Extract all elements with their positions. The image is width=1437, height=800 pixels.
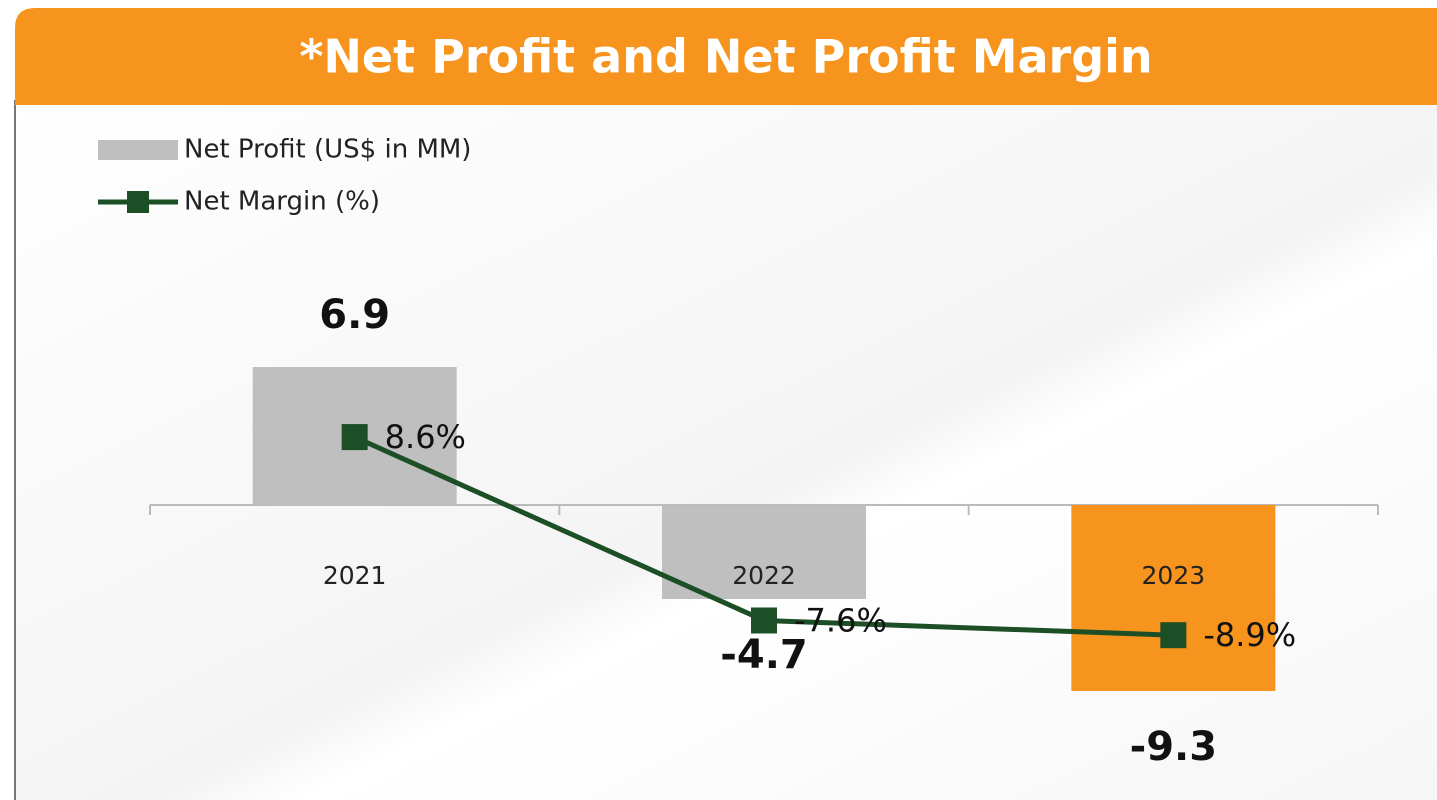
legend-label: Net Profit (US$ in MM) [184, 135, 471, 165]
line-marker [751, 607, 777, 634]
legend-swatch [98, 140, 178, 160]
bar-value-label: 6.9 [319, 292, 390, 338]
title-banner [15, 8, 1437, 105]
line-value-label: -8.9% [1203, 616, 1296, 654]
line-value-label: -7.6% [794, 601, 887, 639]
line-value-label: 8.6% [385, 418, 466, 456]
bar [662, 505, 866, 599]
bar [1071, 505, 1276, 691]
legend-marker [127, 191, 149, 213]
bar-value-label: -9.3 [1130, 724, 1217, 770]
x-tick-label: 2021 [323, 561, 387, 590]
x-tick-label: 2023 [1142, 561, 1206, 590]
bar-value-label: -4.7 [720, 632, 807, 678]
line-marker [341, 424, 368, 451]
x-tick-label: 2022 [732, 561, 796, 590]
legend-label: Net Margin (%) [184, 187, 380, 217]
chart-title: *Net Profit and Net Profit Margin [299, 30, 1152, 84]
line-marker [1160, 622, 1187, 649]
